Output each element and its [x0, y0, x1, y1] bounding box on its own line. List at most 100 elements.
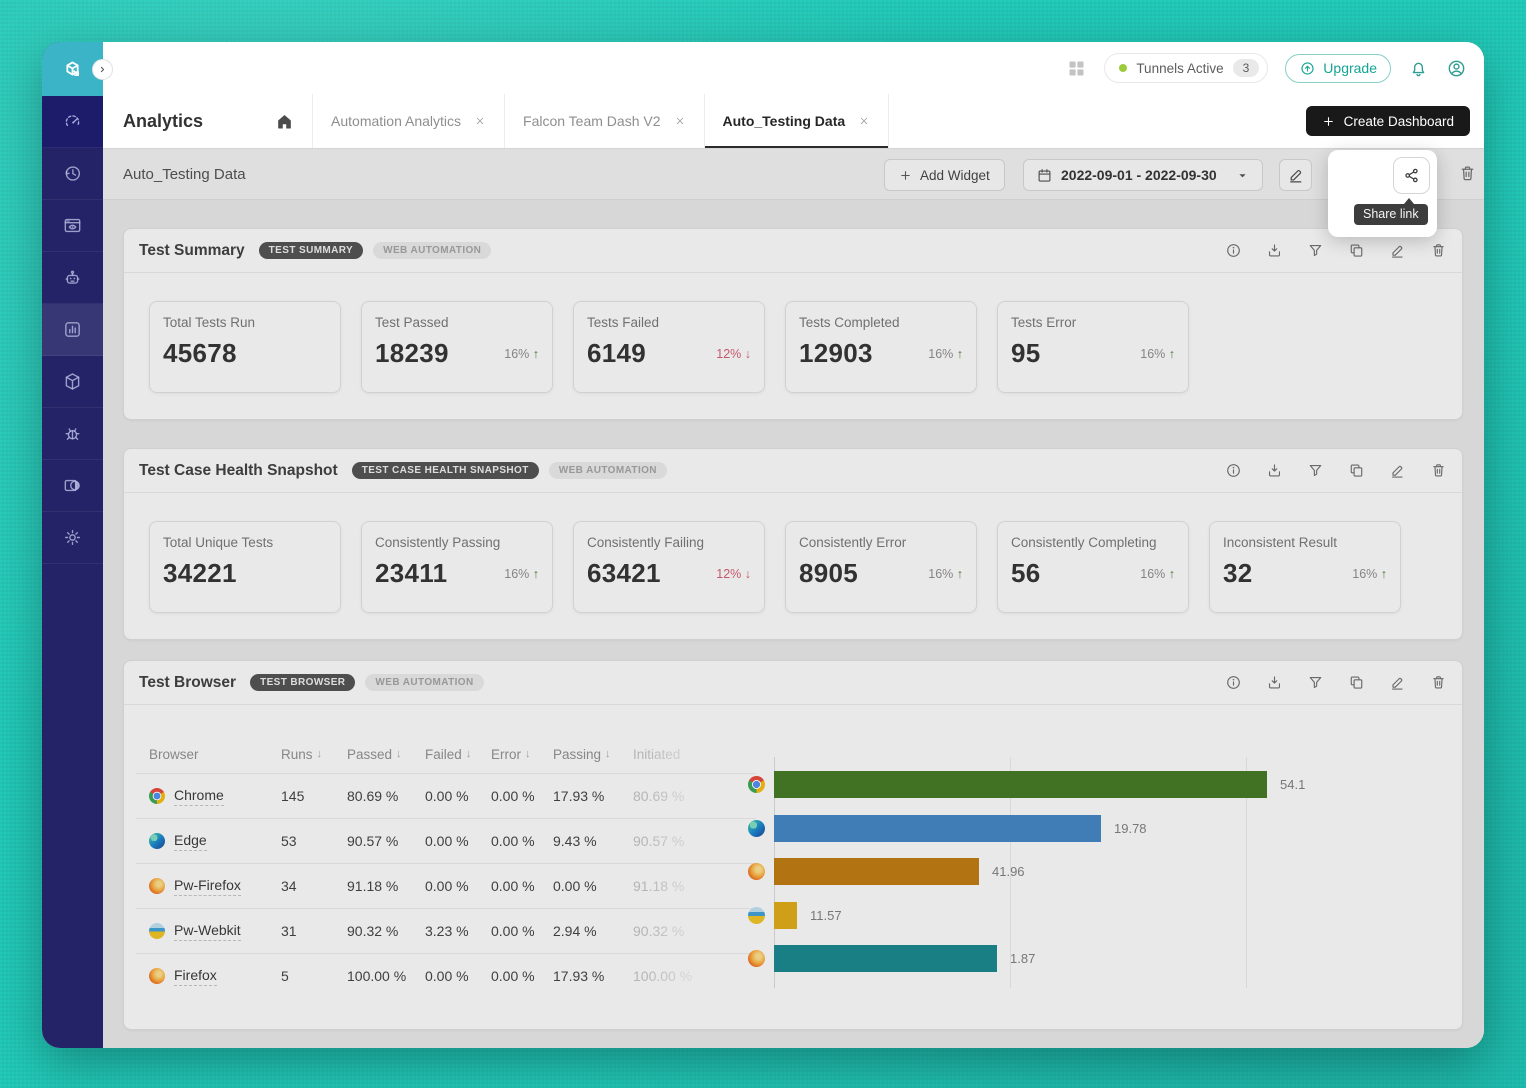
webkit-icon — [149, 923, 165, 939]
sidebar-item-robot[interactable] — [42, 252, 103, 304]
tab-automation-analytics[interactable]: Automation Analytics — [312, 94, 504, 148]
filter-icon[interactable] — [1307, 462, 1324, 479]
column-header-passed[interactable]: Passed ↓ — [347, 746, 402, 762]
sidebar-item-contrast[interactable] — [42, 460, 103, 512]
app-window: Tunnels Active 3 Upgrade Analytics Autom… — [42, 42, 1484, 1048]
stat-label: Consistently Completing — [1011, 535, 1157, 550]
bar-chart-icon — [62, 319, 83, 340]
delete-icon[interactable] — [1430, 462, 1447, 479]
sidebar-item-history-clock[interactable] — [42, 148, 103, 200]
contrast-icon — [62, 475, 83, 496]
delete-icon[interactable] — [1430, 242, 1447, 259]
bar-chrome[interactable] — [774, 771, 1267, 798]
stat-label: Consistently Error — [799, 535, 907, 550]
stat-card: Test Passed 18239 16% ↑ — [361, 301, 553, 393]
widget-title: Test Browser — [139, 673, 237, 691]
column-header-browser: Browser — [149, 746, 199, 762]
sidebar-items — [42, 96, 103, 564]
browser-name[interactable]: Edge — [174, 832, 207, 851]
bar-firefox[interactable] — [774, 945, 997, 972]
table-row[interactable]: Edge 53 90.57 % 0.00 % 0.00 % 9.43 % 90.… — [136, 818, 756, 863]
sidebar-expand-button[interactable] — [92, 59, 113, 80]
filter-icon[interactable] — [1307, 242, 1324, 259]
sidebar-item-browser-eye[interactable] — [42, 200, 103, 252]
column-header-error[interactable]: Error ↓ — [491, 746, 531, 762]
edit-icon[interactable] — [1389, 674, 1406, 691]
info-icon[interactable] — [1225, 462, 1242, 479]
table-row[interactable]: Pw-Firefox 34 91.18 % 0.00 % 0.00 % 0.00… — [136, 863, 756, 908]
browser-cell: Pw-Webkit — [149, 922, 281, 941]
sidebar-item-gauge[interactable] — [42, 96, 103, 148]
download-icon[interactable] — [1266, 242, 1283, 259]
browser-name[interactable]: Pw-Firefox — [174, 877, 241, 896]
create-dashboard-button[interactable]: Create Dashboard — [1305, 106, 1470, 136]
edit-icon[interactable] — [1389, 242, 1406, 259]
filter-icon[interactable] — [1307, 674, 1324, 691]
notifications-bell-icon[interactable] — [1408, 58, 1429, 79]
sidebar-item-gear[interactable] — [42, 512, 103, 564]
browser-eye-icon — [62, 215, 83, 236]
package-icon — [62, 371, 83, 392]
plus-icon — [1322, 115, 1335, 128]
bar-edge[interactable] — [774, 814, 1101, 842]
chart-row-pw-firefox: 41.96 — [744, 850, 1454, 893]
bar-value-label: 54.1 — [1280, 777, 1306, 792]
home-icon[interactable] — [275, 112, 294, 131]
info-icon[interactable] — [1225, 674, 1242, 691]
table-row[interactable]: Pw-Webkit 31 90.32 % 3.23 % 0.00 % 2.94 … — [136, 908, 756, 953]
dashboard-toolbar: Auto_Testing Data Add Widget 2022-09-01 … — [103, 148, 1484, 200]
stat-value: 8905 — [799, 558, 859, 588]
bar-pw-webkit[interactable] — [774, 901, 797, 929]
tab-auto-testing-data[interactable]: Auto_Testing Data — [703, 94, 890, 148]
share-button[interactable] — [1393, 157, 1430, 194]
share-tooltip: Share link — [1354, 198, 1428, 225]
stat-label: Total Unique Tests — [163, 535, 274, 550]
user-avatar-icon[interactable] — [1446, 58, 1467, 79]
widget-actions — [1225, 462, 1447, 479]
stat-card: Consistently Passing 23411 16% ↑ — [361, 521, 553, 613]
delete-dashboard-button[interactable] — [1453, 161, 1481, 189]
close-icon[interactable] — [674, 115, 686, 127]
upgrade-button[interactable]: Upgrade — [1285, 53, 1391, 83]
edit-dashboard-button[interactable] — [1279, 159, 1312, 191]
tunnels-status[interactable]: Tunnels Active 3 — [1104, 53, 1269, 83]
runs-cell: 5 — [281, 968, 289, 984]
sidebar-item-bug[interactable] — [42, 408, 103, 460]
sidebar-item-bar-chart[interactable] — [42, 304, 103, 356]
close-icon[interactable] — [858, 115, 870, 127]
copy-icon[interactable] — [1348, 462, 1365, 479]
initiated-cell: 90.32 % — [633, 923, 685, 939]
table-row[interactable]: Chrome 145 80.69 % 0.00 % 0.00 % 17.93 %… — [136, 773, 756, 818]
add-widget-button[interactable]: Add Widget — [884, 159, 1005, 191]
stat-card: Tests Completed 12903 16% ↑ — [785, 301, 977, 393]
browser-name[interactable]: Firefox — [174, 967, 217, 986]
close-icon[interactable] — [474, 115, 486, 127]
apps-grid-icon[interactable] — [1066, 58, 1087, 79]
failed-cell: 0.00 % — [425, 833, 469, 849]
stat-card: Tests Failed 6149 12% ↓ — [573, 301, 765, 393]
column-header-failed[interactable]: Failed ↓ — [425, 746, 472, 762]
stat-delta: 12% ↓ — [716, 346, 751, 361]
initiated-cell: 91.18 % — [633, 878, 685, 894]
browser-cell: Edge — [149, 832, 281, 851]
edit-icon[interactable] — [1389, 462, 1406, 479]
download-icon[interactable] — [1266, 462, 1283, 479]
stat-value: 56 — [1011, 558, 1041, 588]
delete-icon[interactable] — [1430, 674, 1447, 691]
column-header-passing[interactable]: Passing ↓ — [553, 746, 611, 762]
copy-icon[interactable] — [1348, 674, 1365, 691]
copy-icon[interactable] — [1348, 242, 1365, 259]
tab-falcon-team-dash-v2[interactable]: Falcon Team Dash V2 — [504, 94, 703, 148]
browser-name[interactable]: Chrome — [174, 787, 224, 806]
bar-pw-firefox[interactable] — [774, 858, 979, 885]
date-range-picker[interactable]: 2022-09-01 - 2022-09-30 — [1023, 159, 1263, 191]
history-clock-icon — [62, 163, 83, 184]
table-row[interactable]: Firefox 5 100.00 % 0.00 % 0.00 % 17.93 %… — [136, 953, 756, 998]
failed-cell: 3.23 % — [425, 923, 469, 939]
info-icon[interactable] — [1225, 242, 1242, 259]
sidebar-item-package[interactable] — [42, 356, 103, 408]
download-icon[interactable] — [1266, 674, 1283, 691]
column-header-runs[interactable]: Runs ↓ — [281, 746, 323, 762]
widget-actions — [1225, 242, 1447, 259]
browser-name[interactable]: Pw-Webkit — [174, 922, 241, 941]
